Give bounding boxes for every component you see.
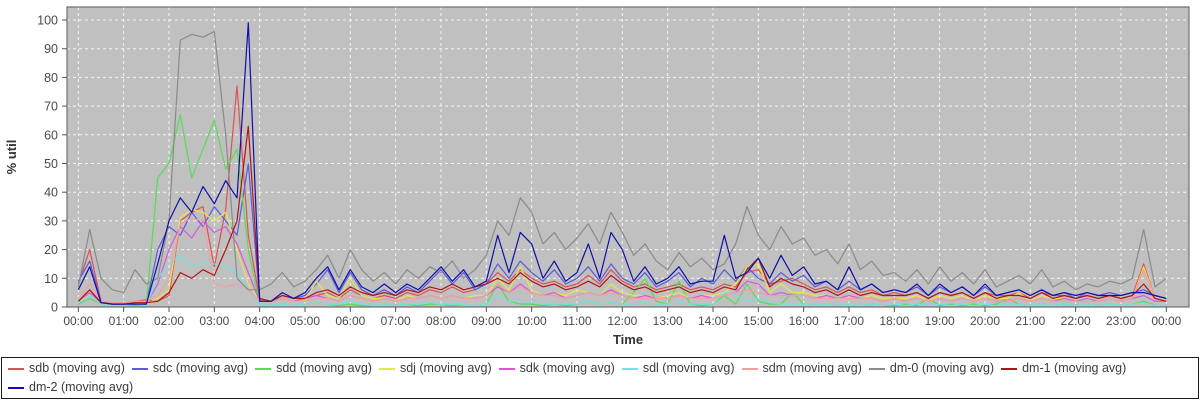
series-line-sdl xyxy=(77,254,1167,307)
legend: sdb (moving avg) sdc (moving avg) sdd (mov… xyxy=(1,357,1199,399)
legend-swatch-sdc xyxy=(131,367,148,370)
legend-item-sdc: sdc (moving avg) xyxy=(131,359,249,378)
legend-label: sdm (moving avg) xyxy=(762,361,862,375)
legend-item-dm-0: dm-0 (moving avg) xyxy=(868,359,995,378)
legend-label: sdj (moving avg) xyxy=(399,361,492,375)
y-tick-label: 60 xyxy=(44,128,58,142)
x-tick-label: 20:00 xyxy=(970,314,1000,328)
legend-label: dm-0 (moving avg) xyxy=(889,361,995,375)
legend-swatch-sdl xyxy=(621,367,638,370)
y-tick-label: 0 xyxy=(51,301,58,315)
legend-item-sdk: sdk (moving avg) xyxy=(498,359,615,378)
x-tick-label: 02:00 xyxy=(154,314,184,328)
legend-swatch-sdk xyxy=(498,367,515,370)
legend-swatch-dm-2 xyxy=(8,386,24,389)
x-tick-label: 16:00 xyxy=(789,314,819,328)
x-tick-label: 06:00 xyxy=(335,314,365,328)
x-tick-label: 01:00 xyxy=(109,314,139,328)
x-tick-label: 17:00 xyxy=(834,314,864,328)
series-line-dm-2 xyxy=(77,22,1167,305)
x-tick-label: 08:00 xyxy=(426,314,456,328)
legend-item-dm-2: dm-2 (moving avg) xyxy=(8,378,133,397)
legend-swatch-dm-1 xyxy=(1001,367,1018,370)
x-tick-label: 22:00 xyxy=(1061,314,1091,328)
legend-item-sdj: sdj (moving avg) xyxy=(378,359,492,378)
y-tick-label: 10 xyxy=(44,272,58,286)
legend-swatch-sdj xyxy=(378,367,395,370)
legend-label: sdb (moving avg) xyxy=(29,361,125,375)
x-tick-label: 15:00 xyxy=(743,314,773,328)
legend-label: sdc (moving avg) xyxy=(152,361,249,375)
legend-item-dm-1: dm-1 (moving avg) xyxy=(1001,359,1126,378)
x-tick-label: 19:00 xyxy=(925,314,955,328)
x-tick-label: 03:00 xyxy=(199,314,229,328)
x-tick-label: 04:00 xyxy=(245,314,275,328)
x-tick-label: 14:00 xyxy=(698,314,728,328)
legend-label: sdl (moving avg) xyxy=(642,361,735,375)
legend-item-sdm: sdm (moving avg) xyxy=(741,359,862,378)
legend-item-sdl: sdl (moving avg) xyxy=(621,359,735,378)
x-tick-label: 21:00 xyxy=(1015,314,1045,328)
legend-swatch-sdd xyxy=(255,367,272,370)
legend-label: sdd (moving avg) xyxy=(276,361,372,375)
legend-label: sdk (moving avg) xyxy=(519,361,615,375)
y-tick-label: 100 xyxy=(37,14,58,28)
x-tick-label: 00:00 xyxy=(63,314,93,328)
x-tick-label: 12:00 xyxy=(607,314,637,328)
x-tick-label: 07:00 xyxy=(381,314,411,328)
y-tick-label: 70 xyxy=(44,100,58,114)
x-axis-title: Time xyxy=(613,332,643,347)
chart-svg: 0 10 20 30 40 50 60 70 80 90 100 00:00 01:00 02:00 03:… xyxy=(4,6,1190,347)
x-tick-label: 23:00 xyxy=(1106,314,1136,328)
x-tick-label: 18:00 xyxy=(879,314,909,328)
legend-label: dm-2 (moving avg) xyxy=(29,380,134,394)
legend-swatch-sdm xyxy=(741,367,758,370)
y-tick-label: 40 xyxy=(44,186,58,200)
x-tick-label: 00:00 xyxy=(1151,314,1181,328)
legend-item-sdd: sdd (moving avg) xyxy=(255,359,372,378)
legend-swatch-sdb xyxy=(8,367,24,370)
x-tick-label: 09:00 xyxy=(471,314,501,328)
x-tick-label: 13:00 xyxy=(653,314,683,328)
y-tick-label: 80 xyxy=(44,71,58,85)
y-axis-title: % util xyxy=(4,140,19,175)
y-tick-label: 20 xyxy=(44,243,58,257)
y-tick-label: 50 xyxy=(44,157,58,171)
y-tick-label: 90 xyxy=(44,42,58,56)
x-tick-label: 11:00 xyxy=(562,314,591,328)
legend-label: dm-1 (moving avg) xyxy=(1022,361,1127,375)
x-tick-label: 05:00 xyxy=(290,314,320,328)
legend-item-sdb: sdb (moving avg) xyxy=(8,359,125,378)
x-tick-label: 10:00 xyxy=(517,314,547,328)
plot-border xyxy=(66,6,1190,308)
legend-swatch-dm-0 xyxy=(868,367,885,370)
utilization-chart: 0 10 20 30 40 50 60 70 80 90 100 00:00 01:00 02:00 03:… xyxy=(4,6,1190,347)
y-tick-label: 30 xyxy=(44,214,58,228)
